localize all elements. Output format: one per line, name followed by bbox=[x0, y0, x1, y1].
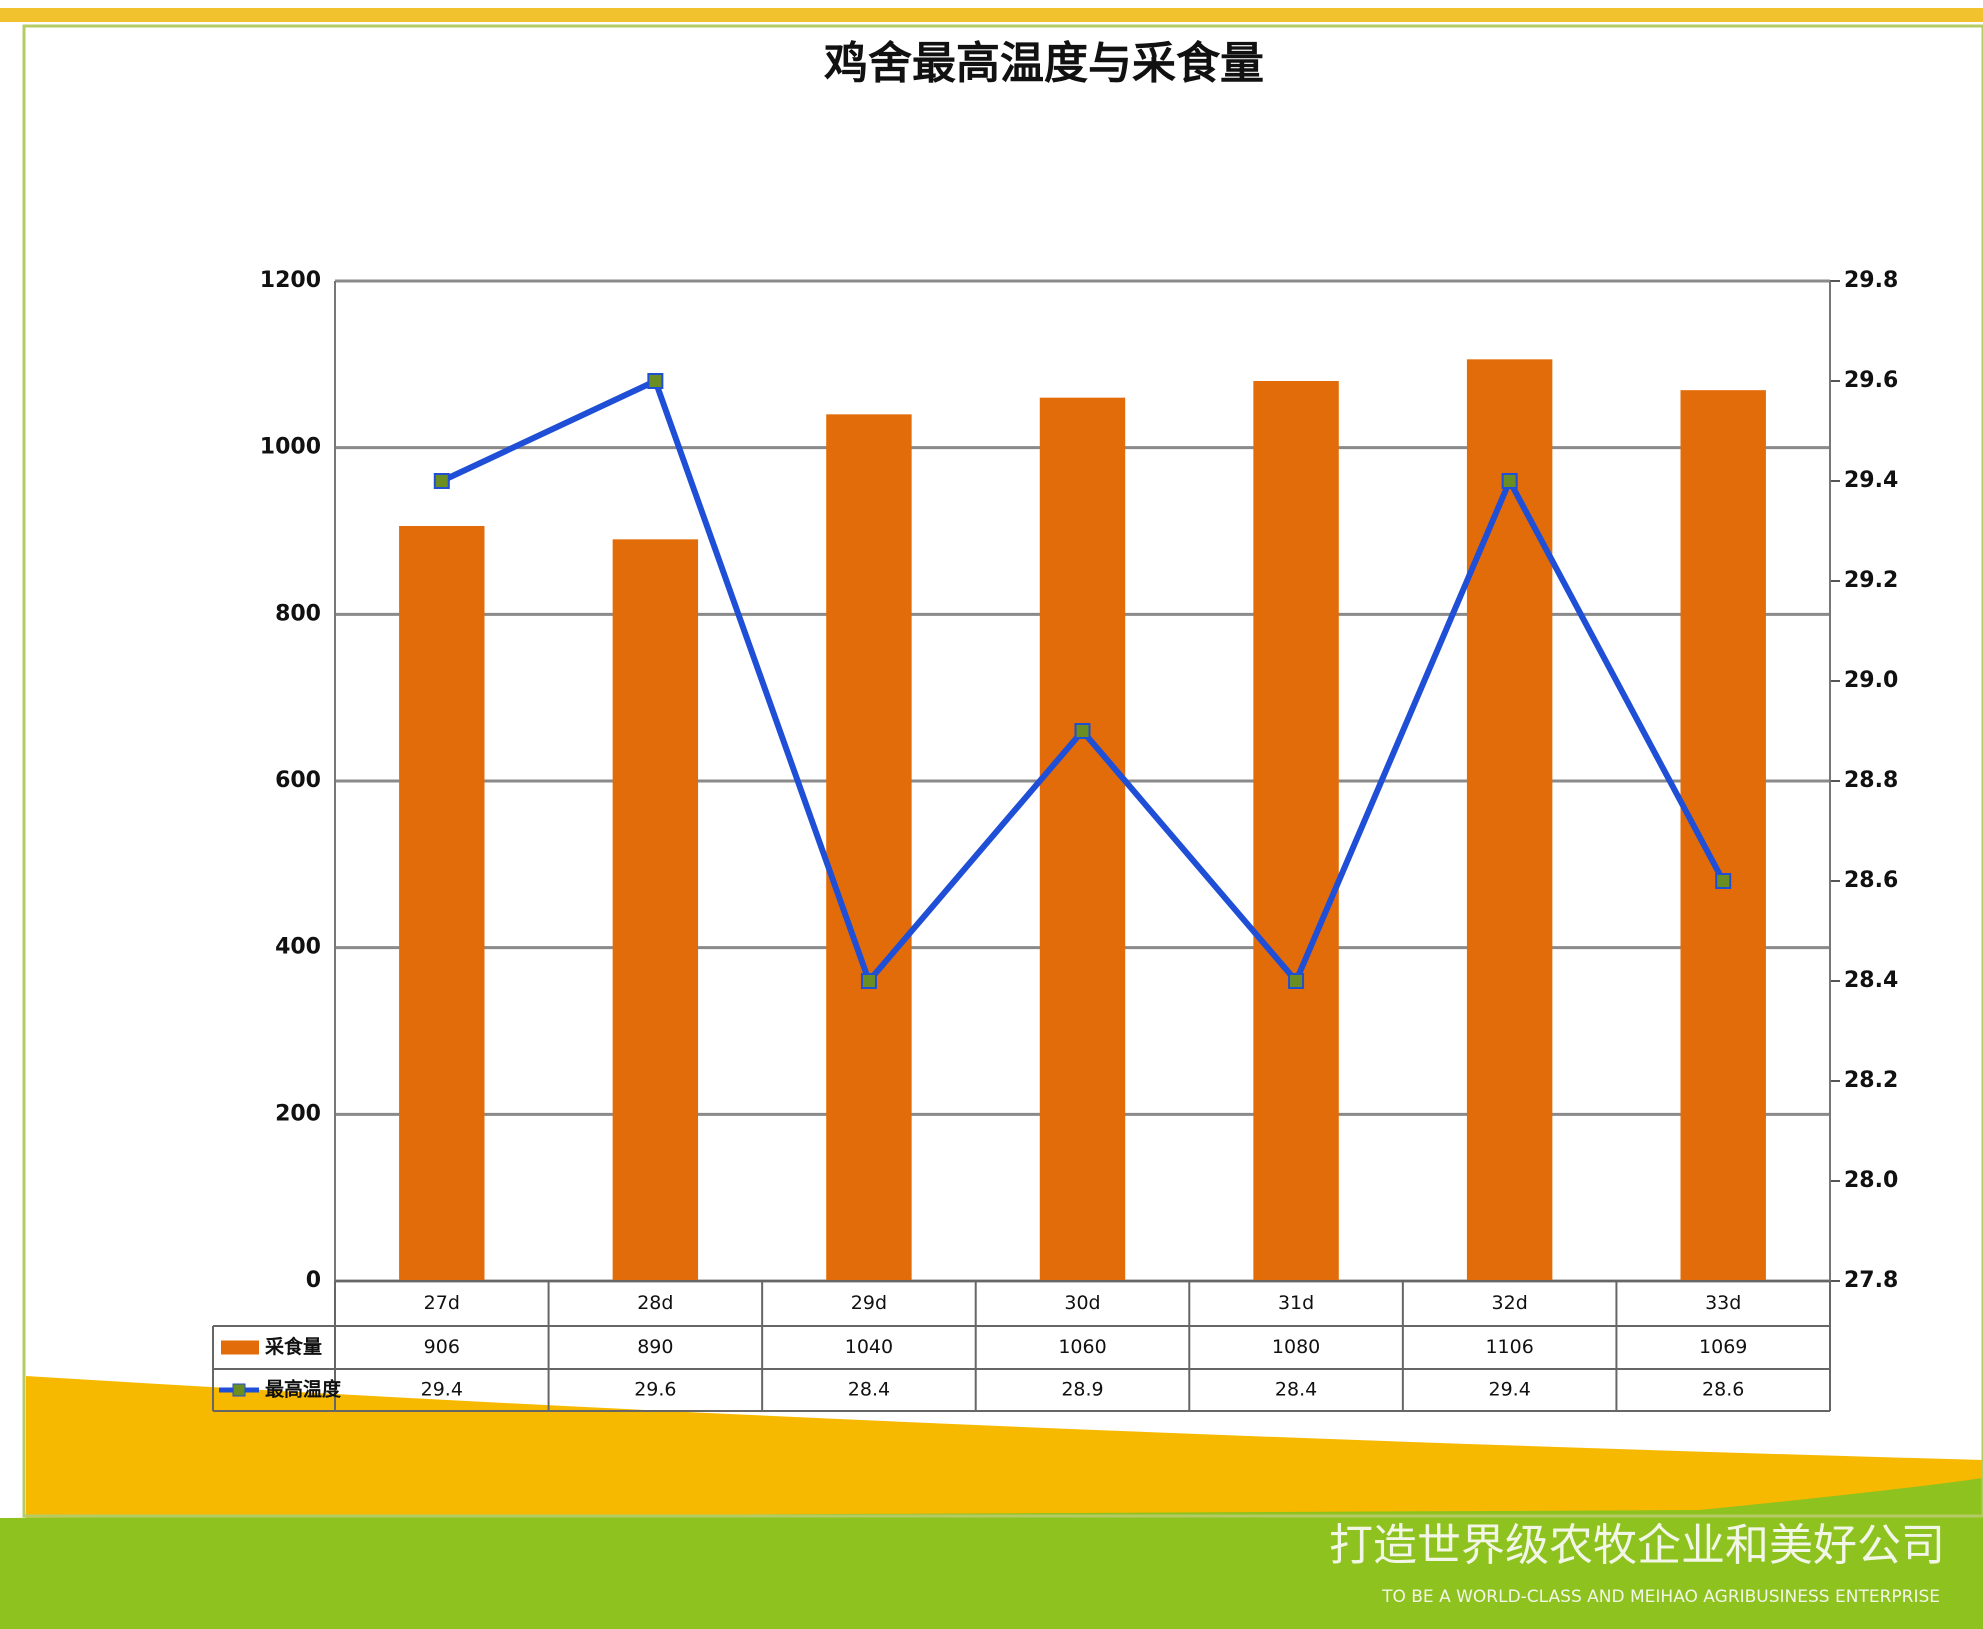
x-tick-label: 28d bbox=[637, 1292, 673, 1314]
legend-swatch bbox=[221, 1340, 259, 1355]
slogan-en: TO BE A WORLD-CLASS AND MEIHAO AGRIBUSIN… bbox=[1381, 1587, 1940, 1607]
y2-tick-label: 29.0 bbox=[1844, 668, 1898, 693]
table-value: 1040 bbox=[845, 1336, 893, 1358]
line-marker bbox=[1715, 873, 1732, 889]
bar bbox=[612, 539, 699, 1281]
yellow-swoosh bbox=[26, 1376, 1983, 1530]
y2-tick-label: 28.8 bbox=[1844, 768, 1898, 793]
table-value: 29.6 bbox=[634, 1379, 676, 1401]
y2-tick-label: 29.2 bbox=[1844, 568, 1898, 593]
line-marker bbox=[433, 473, 450, 489]
slogan: 打造世界级农牧企业和美好公司 bbox=[1329, 1520, 1945, 1571]
y-tick-label: 1200 bbox=[260, 268, 321, 293]
line-marker bbox=[1288, 973, 1305, 989]
y2-tick-label: 29.6 bbox=[1844, 368, 1898, 393]
y-tick-label: 200 bbox=[275, 1101, 321, 1126]
frame bbox=[22, 24, 1983, 1518]
table-value: 906 bbox=[424, 1336, 460, 1358]
bar bbox=[1039, 397, 1126, 1282]
y-tick-label: 400 bbox=[275, 935, 321, 960]
y2-tick-label: 28.4 bbox=[1844, 968, 1898, 993]
bar bbox=[399, 526, 485, 1281]
bar bbox=[1680, 390, 1766, 1282]
table-value: 28.4 bbox=[1275, 1379, 1317, 1401]
table-value: 28.9 bbox=[1061, 1379, 1103, 1401]
x-tick-label: 32d bbox=[1492, 1292, 1528, 1314]
table-value: 29.4 bbox=[1488, 1379, 1530, 1401]
bar bbox=[1466, 359, 1553, 1281]
bar bbox=[826, 414, 912, 1281]
y2-tick-label: 28.0 bbox=[1844, 1168, 1898, 1193]
y2-tick-label: 29.4 bbox=[1844, 468, 1898, 493]
legend-label: 最高温度 bbox=[265, 1378, 342, 1401]
y-tick-label: 800 bbox=[275, 601, 321, 626]
x-tick-label: 29d bbox=[851, 1292, 887, 1314]
legend-swatch bbox=[232, 1383, 246, 1397]
table-value: 1106 bbox=[1485, 1336, 1533, 1358]
line-marker bbox=[1501, 473, 1518, 489]
table-value: 890 bbox=[637, 1336, 673, 1358]
table-value: 29.4 bbox=[421, 1379, 463, 1401]
y-tick-label: 600 bbox=[275, 768, 321, 793]
table-value: 1080 bbox=[1272, 1336, 1320, 1358]
x-tick-label: 31d bbox=[1278, 1292, 1314, 1314]
table-value: 1069 bbox=[1699, 1336, 1747, 1358]
table-value: 28.6 bbox=[1702, 1379, 1744, 1401]
y2-tick-label: 27.8 bbox=[1844, 1268, 1898, 1293]
table-value: 1060 bbox=[1058, 1336, 1106, 1358]
top-band bbox=[0, 8, 1983, 22]
x-tick-label: 33d bbox=[1705, 1292, 1741, 1314]
chart-title: 鸡舍最高温度与采食量 bbox=[824, 38, 1264, 89]
y-tick-label: 1000 bbox=[260, 435, 321, 460]
y2-tick-label: 29.8 bbox=[1844, 268, 1898, 293]
bar bbox=[1253, 381, 1339, 1281]
y2-tick-label: 28.6 bbox=[1844, 868, 1898, 893]
table-value: 28.4 bbox=[848, 1379, 890, 1401]
green-footer bbox=[0, 1518, 1983, 1629]
green-swoosh bbox=[0, 1478, 1983, 1518]
x-tick-label: 27d bbox=[424, 1292, 460, 1314]
legend-label: 采食量 bbox=[265, 1335, 322, 1358]
x-tick-label: 30d bbox=[1064, 1292, 1100, 1314]
y2-tick-label: 28.2 bbox=[1844, 1068, 1898, 1093]
y-tick-label: 0 bbox=[306, 1268, 321, 1293]
line-marker bbox=[860, 973, 877, 989]
line-marker bbox=[647, 373, 664, 389]
line-marker bbox=[1074, 723, 1091, 739]
